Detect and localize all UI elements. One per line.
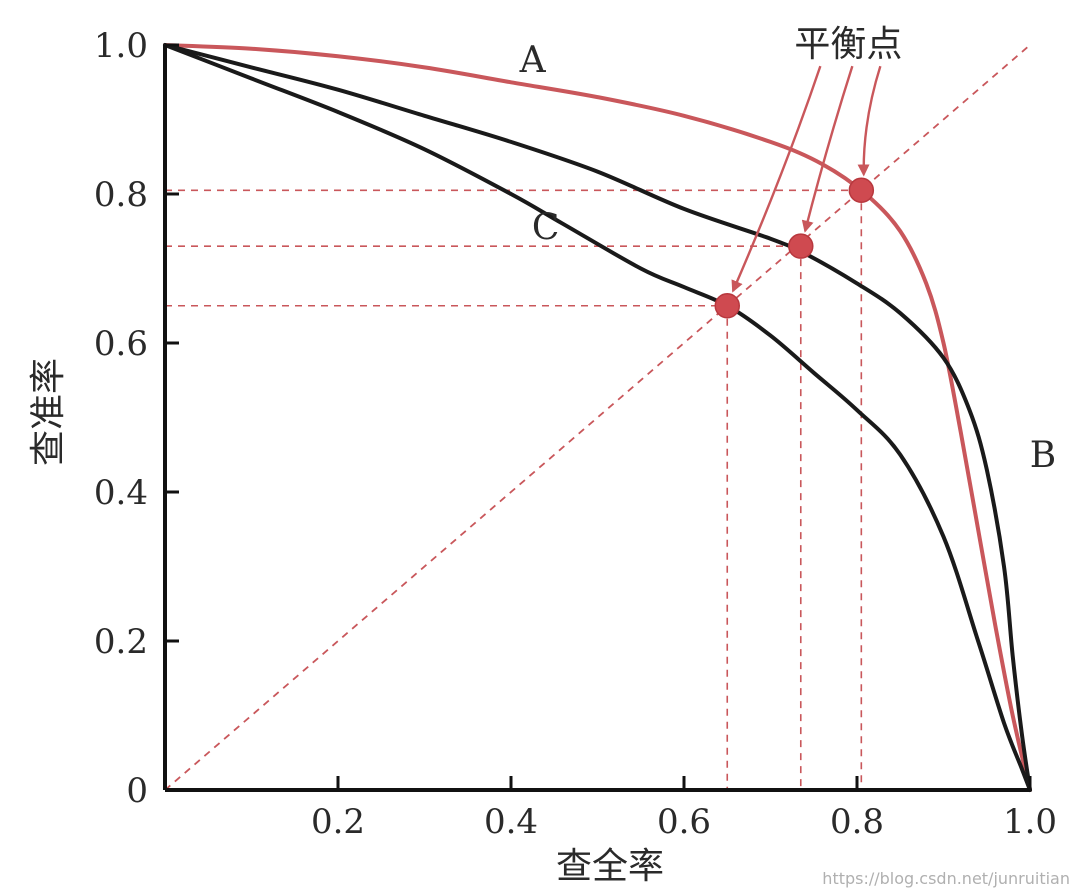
axes bbox=[163, 45, 1030, 792]
y-tick-label: 0.4 bbox=[94, 473, 148, 513]
x-tick-label: 0.2 bbox=[311, 802, 365, 842]
reference-diagonal bbox=[164, 44, 1031, 791]
guide-lines bbox=[164, 44, 1031, 791]
y-tick-label: 0.6 bbox=[94, 324, 148, 364]
ticks: 0.2 0.4 0.6 0.8 1.0 0 0.2 0.4 0.6 0.8 1.0 bbox=[94, 26, 1057, 842]
balance-point-c bbox=[714, 293, 740, 319]
watermark: https://blog.csdn.net/junruitian bbox=[822, 869, 1070, 888]
balance-point-a bbox=[848, 177, 875, 204]
balance-point-annotation: 平衡点 bbox=[794, 24, 902, 65]
y-axis-label: 查准率 bbox=[28, 358, 69, 466]
y-tick-label: 0.2 bbox=[94, 622, 148, 662]
balance-point-arrow-a bbox=[857, 65, 882, 177]
x-axis-label: 查全率 bbox=[556, 846, 664, 887]
x-tick-label: 0.6 bbox=[657, 802, 711, 842]
balance-point-arrow-c bbox=[731, 65, 822, 293]
x-tick-label: 0.8 bbox=[830, 802, 884, 842]
balance-point-arrow-b bbox=[801, 65, 854, 233]
balance-points bbox=[714, 177, 875, 319]
balance-point-b bbox=[788, 233, 814, 259]
y-tick-label: 0.8 bbox=[94, 175, 148, 215]
curve-a bbox=[163, 43, 1032, 792]
y-tick-label: 0 bbox=[126, 771, 148, 811]
curve-label-c: C bbox=[532, 208, 560, 249]
curve-label-b: B bbox=[1030, 435, 1056, 476]
labels: 平衡点 A C B bbox=[519, 24, 1057, 476]
y-tick-label: 1.0 bbox=[94, 26, 148, 66]
x-tick-label: 1.0 bbox=[1003, 802, 1057, 842]
x-tick-label: 0.4 bbox=[484, 802, 538, 842]
curve-label-a: A bbox=[519, 40, 547, 81]
curve-c bbox=[163, 43, 1032, 792]
